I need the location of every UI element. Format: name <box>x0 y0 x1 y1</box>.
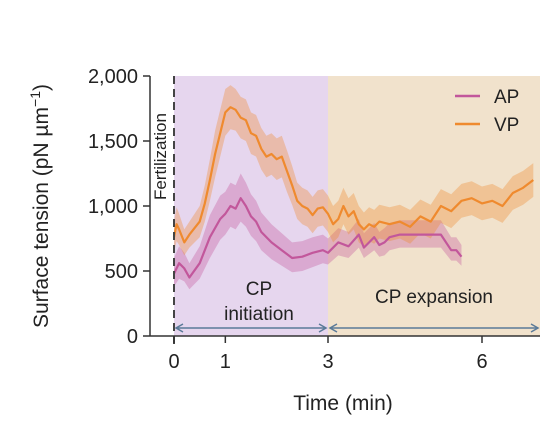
x-axis-title: Time (min) <box>293 392 393 415</box>
cp-expansion-label: CP expansion <box>375 287 493 308</box>
legend: AP VP <box>455 87 519 136</box>
y-axis-title-close: ) <box>30 84 53 91</box>
cp-expansion-region <box>328 76 540 336</box>
x-tick-label: 1 <box>220 351 231 373</box>
x-tick-label: 6 <box>476 351 487 373</box>
region-arrows <box>174 323 540 333</box>
series-ap-band <box>174 173 462 290</box>
y-axis-title: Surface tension (pN µm−1) <box>27 84 53 328</box>
y-tick-label: 2,000 <box>88 66 138 88</box>
cp-initiation-label-line2: initiation <box>224 304 294 325</box>
fertilization-label: Fertilization <box>151 113 170 200</box>
legend-ap-label: AP <box>494 87 519 108</box>
series-vp-band <box>174 85 534 256</box>
y-tick-label: 1,000 <box>88 196 138 218</box>
x-ticks: 0 1 3 6 <box>168 336 488 373</box>
cp-expansion-arrow <box>328 323 540 333</box>
x-tick-label: 0 <box>168 351 179 373</box>
cp-initiation-label-line1: CP <box>246 279 272 300</box>
y-tick-label: 500 <box>105 261 138 283</box>
cp-initiation-arrow <box>174 323 328 333</box>
y-axis-title-superscript: −1 <box>27 91 43 107</box>
y-ticks: 0 500 1,000 1,500 2,000 <box>88 66 150 348</box>
series-layer <box>172 85 534 290</box>
x-tick-label: 3 <box>322 351 333 373</box>
series-ap-line <box>173 197 463 279</box>
y-axis-title-main: Surface tension (pN µm <box>30 107 53 328</box>
y-tick-label: 0 <box>127 326 138 348</box>
y-tick-label: 1,500 <box>88 131 138 153</box>
series-vp-line <box>172 106 534 244</box>
legend-vp-label: VP <box>494 115 519 136</box>
